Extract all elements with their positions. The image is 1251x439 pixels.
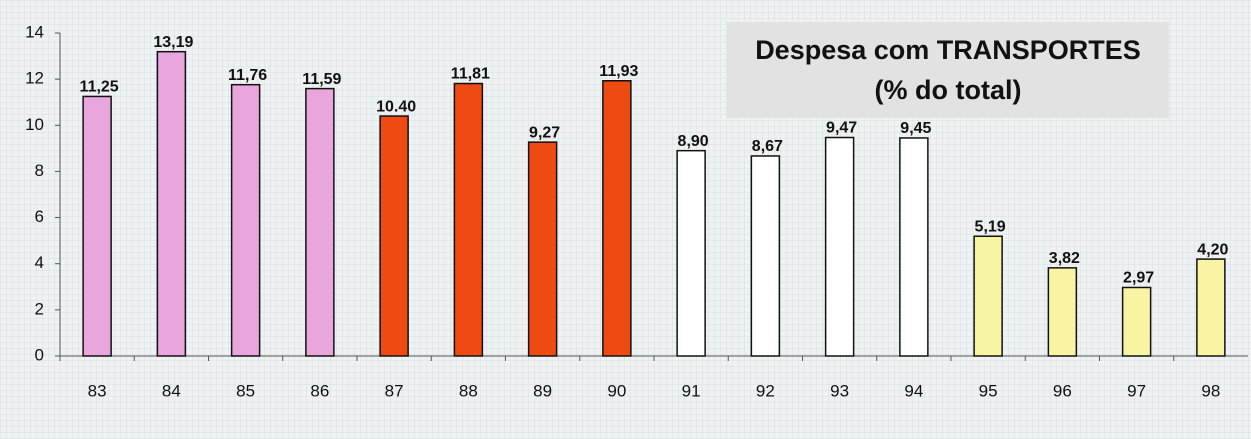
x-tick-label: 85	[236, 381, 255, 400]
value-label: 11,81	[451, 66, 490, 83]
value-label: 2,97	[1123, 270, 1154, 287]
x-tick-label: 91	[682, 381, 701, 400]
x-tick-label: 97	[1127, 381, 1146, 400]
x-tick-label: 89	[533, 381, 552, 400]
bar	[750, 155, 781, 357]
y-tick-label: 0	[35, 345, 44, 364]
x-tick-label: 96	[1053, 381, 1072, 400]
value-label: 11,76	[228, 67, 267, 84]
value-label: 4,20	[1197, 241, 1228, 258]
x-tick-label: 93	[830, 381, 849, 400]
value-label: 5,19	[975, 218, 1006, 235]
y-tick-label: 14	[25, 22, 44, 41]
bar	[1196, 258, 1226, 357]
bar	[379, 115, 409, 357]
bar	[156, 50, 187, 357]
bar	[1121, 286, 1152, 357]
y-tick-label: 12	[25, 69, 44, 88]
x-tick-label: 84	[162, 381, 181, 400]
bar	[230, 83, 261, 357]
value-label: 8,67	[752, 138, 783, 155]
bar	[973, 235, 1003, 357]
value-label: 8,90	[678, 133, 709, 150]
x-tick-label: 92	[756, 381, 775, 400]
y-tick-label: 6	[35, 207, 44, 226]
bar	[305, 87, 335, 357]
value-label: 11,93	[599, 63, 638, 80]
y-tick-label: 8	[35, 161, 44, 180]
y-tick-label: 10	[25, 115, 44, 134]
bar	[1047, 267, 1078, 357]
bar	[602, 80, 632, 357]
value-label: 11,59	[302, 71, 341, 88]
bar	[82, 95, 112, 357]
x-tick-label: 83	[88, 381, 107, 400]
value-label: 9,45	[900, 120, 931, 137]
chart-title: Despesa com TRANSPORTES (% do total)	[727, 22, 1169, 118]
bar	[527, 141, 558, 357]
bar	[899, 137, 929, 357]
value-label: 3,82	[1049, 250, 1080, 267]
x-tick-label: 88	[459, 381, 478, 400]
bar	[453, 82, 484, 357]
bar	[824, 136, 855, 357]
bar	[676, 149, 706, 357]
y-tick-label: 4	[35, 253, 44, 272]
x-tick-label: 86	[310, 381, 329, 400]
x-tick-label: 94	[904, 381, 923, 400]
x-tick-label: 95	[979, 381, 998, 400]
x-tick-label: 90	[607, 381, 626, 400]
value-label: 13,19	[153, 34, 193, 51]
x-tick-label: 98	[1201, 381, 1220, 400]
value-label: 9,27	[529, 124, 560, 141]
value-label: 11,25	[80, 79, 119, 96]
value-label: 9,47	[826, 120, 857, 137]
y-tick-label: 2	[35, 299, 44, 318]
x-tick-label: 87	[385, 381, 404, 400]
value-label: 10.40	[376, 98, 416, 115]
